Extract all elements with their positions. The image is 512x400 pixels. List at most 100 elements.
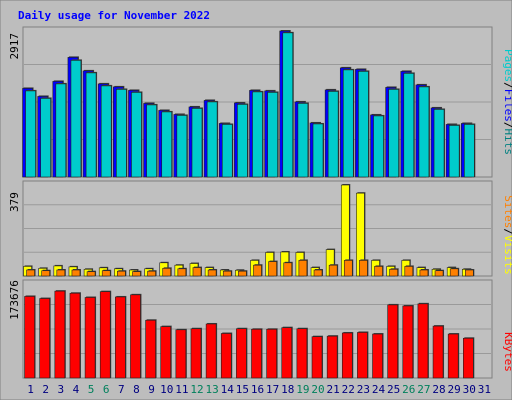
kbytes-bar: [402, 305, 414, 379]
sites-bar: [253, 264, 262, 277]
visits-panel-bars: [23, 184, 475, 277]
kbytes-panel: 173676 KBytes: [8, 279, 512, 379]
kbytes-bar: [115, 296, 126, 379]
kbytes-bar: [99, 291, 111, 379]
visits-panel: 379 Sites/Visits: [8, 180, 512, 277]
kbytes-bar: [24, 296, 35, 379]
kbytes-bar: [447, 333, 459, 379]
files-bar: [358, 71, 369, 178]
hits-ymax-label: 2917: [8, 33, 21, 60]
x-tick-label: 23: [357, 383, 370, 396]
ylabel-pages: Pages: [502, 49, 512, 82]
files-bar: [131, 92, 142, 178]
kbytes-bar: [417, 303, 429, 379]
kbytes-ymax-label: 173676: [8, 280, 21, 320]
ylabel-visits: Visits: [502, 235, 512, 275]
files-bar: [252, 91, 263, 178]
x-tick-label: 11: [175, 383, 188, 396]
kbytes-bar: [357, 332, 368, 379]
sites-bar: [56, 269, 66, 277]
sites-bar: [177, 268, 187, 277]
x-tick-label: 30: [463, 383, 476, 396]
kbytes-bar: [326, 335, 338, 379]
x-tick-label: 3: [58, 383, 65, 396]
sites-bar: [222, 270, 232, 277]
kbytes-bar: [190, 328, 202, 379]
files-bar: [40, 98, 51, 178]
sites-bar: [298, 260, 308, 277]
kbytes-bar: [54, 290, 66, 379]
kbytes-panel-bars: [24, 290, 475, 379]
x-tick-label: 28: [432, 383, 445, 396]
sites-bar: [71, 269, 81, 277]
files-bar: [70, 60, 82, 178]
files-bar: [297, 103, 309, 178]
hits-ylabel: Pages/Files/Hits: [502, 49, 512, 155]
visits-ymax-label: 379: [8, 192, 21, 212]
sites-bar: [449, 268, 459, 277]
sites-bar: [41, 270, 50, 277]
kbytes-bar: [387, 304, 398, 379]
kbytes-bar: [130, 294, 141, 379]
files-bar: [282, 32, 294, 178]
files-bar: [161, 111, 173, 178]
files-bar: [312, 123, 324, 178]
ylabel-hits: Hits: [502, 129, 512, 156]
files-bar: [403, 73, 415, 178]
x-tick-label: 5: [88, 383, 95, 396]
files-bar: [388, 89, 399, 178]
sites-bar: [162, 268, 172, 277]
x-tick-label: 22: [342, 383, 355, 396]
x-tick-label: 31: [478, 383, 491, 396]
kbytes-bar: [175, 329, 187, 379]
kbytes-bar: [84, 297, 96, 379]
kbytes-bar: [281, 327, 293, 379]
files-bar: [55, 83, 67, 178]
kbytes-bar: [296, 328, 308, 379]
x-tick-label: 21: [327, 383, 340, 396]
sites-bar: [328, 264, 338, 277]
x-tick-label: 14: [221, 383, 235, 396]
x-tick-label: 6: [103, 383, 110, 396]
x-axis-labels: 1 2 3 4 5 6 7 8 9 10 11 12 13 14 15 16 17 18 19 20 21 22 23 24 2…: [27, 383, 491, 396]
files-bar: [418, 86, 430, 178]
files-bar: [100, 85, 112, 178]
x-tick-label: 12: [190, 383, 203, 396]
files-bar: [237, 104, 248, 178]
files-bar: [116, 89, 127, 178]
x-tick-label: 24: [372, 383, 386, 396]
sites-bar: [117, 270, 126, 277]
ylabel-files: Files: [502, 89, 512, 122]
x-tick-label: 27: [417, 383, 430, 396]
kbytes-bar: [251, 328, 262, 379]
kbytes-bar: [463, 337, 474, 379]
sites-bar: [283, 262, 293, 277]
files-bar: [448, 125, 460, 178]
kbytes-ylabel: KBytes: [502, 332, 512, 372]
x-tick-label: 26: [402, 383, 415, 396]
x-tick-label: 4: [73, 383, 80, 396]
kbytes-bar: [145, 319, 156, 379]
files-bar: [176, 115, 188, 178]
x-tick-label: 19: [296, 383, 309, 396]
kbytes-bar: [311, 336, 323, 379]
kbytes-bar: [266, 328, 277, 379]
hits-panel-bars: [22, 30, 476, 178]
kbytes-bar: [39, 298, 50, 379]
kbytes-bar: [341, 332, 353, 379]
x-tick-label: 15: [236, 383, 249, 396]
files-bar: [85, 72, 97, 178]
sites-bar: [404, 266, 414, 277]
sites-bar: [26, 269, 35, 277]
files-bar: [327, 91, 339, 178]
sites-bar: [343, 260, 353, 277]
files-bar: [191, 108, 203, 178]
x-tick-label: 20: [311, 383, 324, 396]
sites-bar: [132, 271, 141, 277]
x-tick-label: 25: [387, 383, 400, 396]
sites-bar: [434, 270, 444, 277]
sites-bar: [268, 261, 277, 277]
kbytes-bar: [220, 333, 232, 379]
sites-bar: [238, 270, 247, 277]
